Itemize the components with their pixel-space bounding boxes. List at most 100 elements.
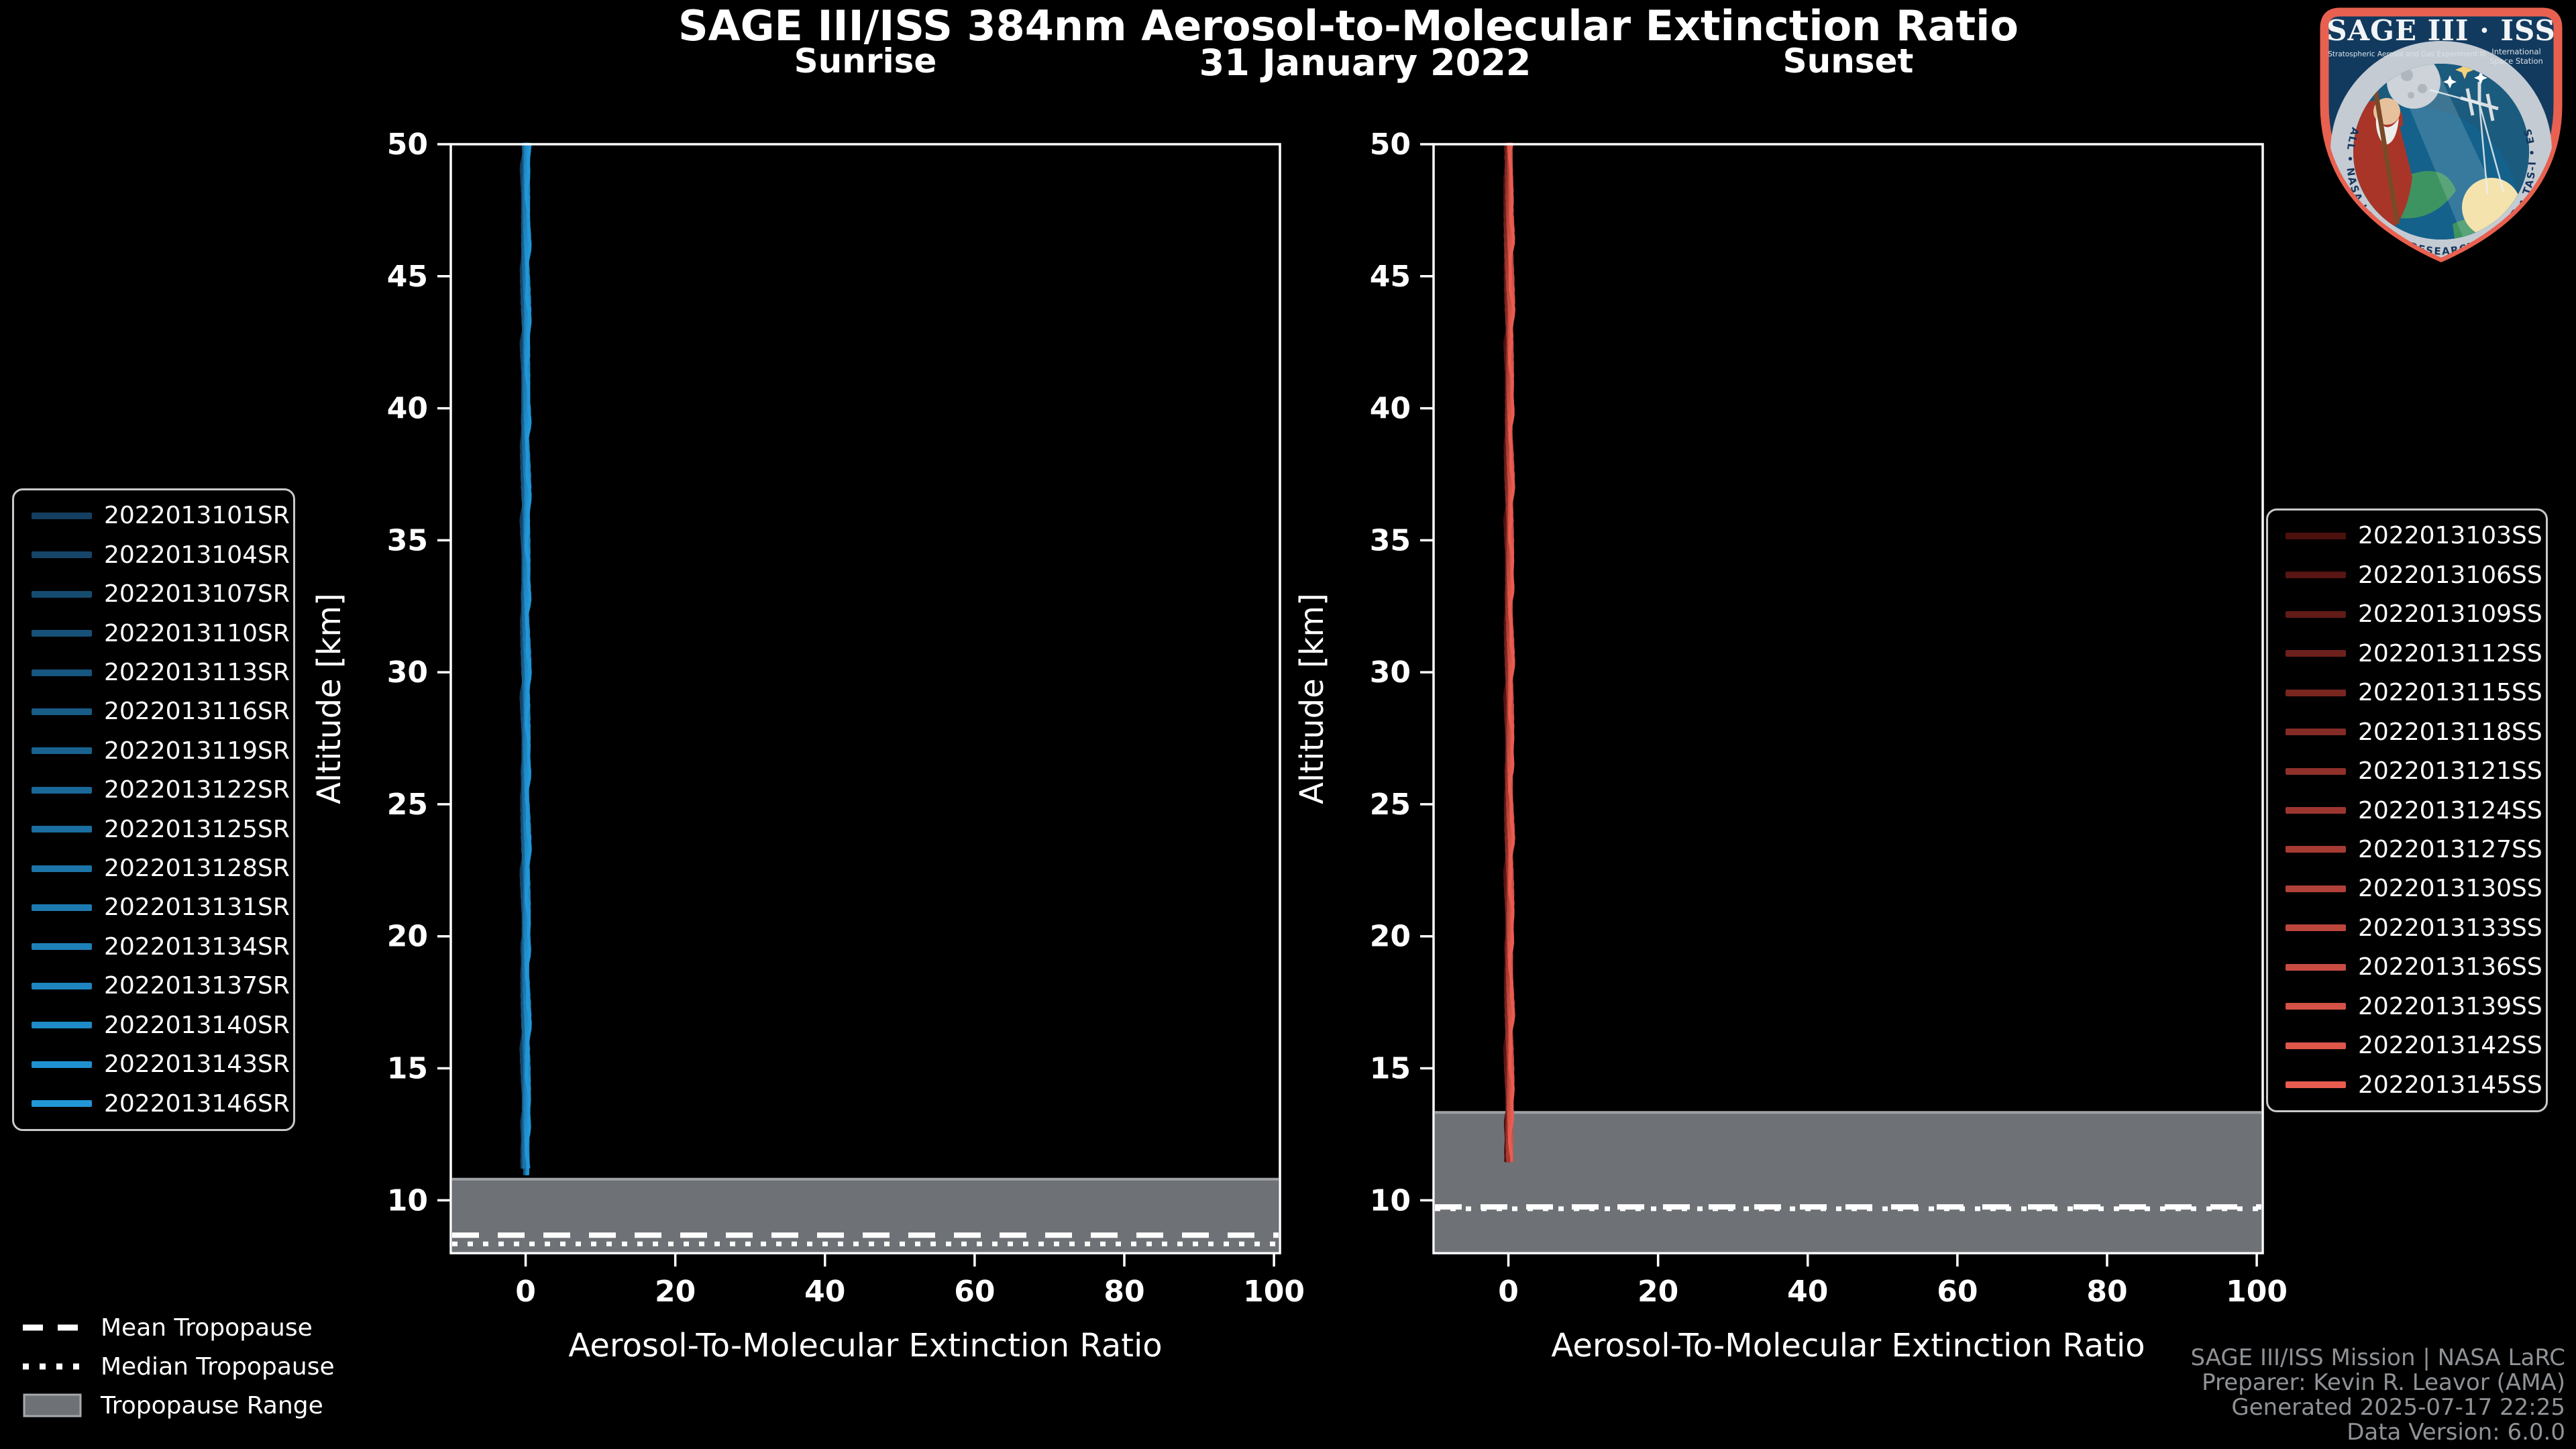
legend-event-id: 2022013133SS [2358,914,2542,942]
y-tick-label: 15 [387,1052,428,1086]
y-tick-label: 40 [1370,392,1411,426]
legend-event-id: 2022013121SS [2358,757,2542,786]
legend-event-id: 2022013112SS [2358,639,2542,667]
x-tick-label: 20 [655,1275,696,1309]
legend-line-swatch [2286,963,2346,971]
legend-event-id: 2022013101SR [104,502,290,530]
legend-item: 2022013134SR [14,933,293,961]
logo-stars [2443,64,2487,89]
x-tick-label: 80 [1104,1275,1144,1309]
legend-line-swatch [2286,1003,2346,1010]
x-tick-label: 100 [1243,1275,1305,1309]
legend-item: 2022013139SS [2268,993,2546,1020]
legend-item: 2022013131SR [14,894,293,921]
x-tick-label: 40 [804,1275,845,1309]
y-tick-label: 30 [387,655,428,690]
legend-line-swatch [2286,767,2346,775]
legend-item: 2022013125SR [14,816,293,843]
dashed-line-icon [23,1324,82,1331]
sage-iss-logo: SAGE III · ISS Stratospheric Aerosol and… [2320,7,2563,263]
legend-line-swatch [32,1100,92,1107]
legend-event-id: 2022013146SR [104,1089,290,1118]
legend-line-swatch [2286,729,2346,736]
legend-line-swatch [32,786,92,794]
y-axis-title: Altitude [km] [1293,593,1331,804]
legend-item: 2022013122SR [14,776,293,804]
legend-line-swatch [2286,689,2346,696]
legend-line-swatch [32,630,92,637]
legend-event-id: 2022013134SR [104,932,290,961]
tropopause-range-band [1435,1112,2261,1252]
logo-beams [2429,89,2505,195]
legend-line-swatch [2286,610,2346,618]
legend-line-swatch [32,982,92,989]
legend-item: 2022013127SS [2268,836,2546,863]
sunset-panel: 0 20 40 60 80 100 10 15 20 25 30 35 40 45 50 Aerosol-To… [1293,42,2288,1364]
legend-event-id: 2022013143SR [104,1051,290,1079]
legend-line-swatch [2286,846,2346,853]
legend-event-id: 2022013128SR [104,855,290,883]
plot-border [449,143,1281,1254]
legend-item: 2022013136SS [2268,953,2546,981]
median-tropopause-legend-item: Median Tropopause [23,1347,335,1386]
x-tick-label: 60 [1937,1275,1978,1309]
legend-item: 2022013124SS [2268,797,2546,824]
legend-item: 2022013116SR [14,698,293,725]
y-axis-title: Altitude [km] [311,593,348,804]
tropopause-range-legend-item: Tropopause Range [23,1386,335,1425]
legend-event-id: 2022013104SR [104,541,290,569]
logo-title: SAGE III · ISS [2326,14,2556,47]
figure-title: SAGE III/ISS 384nm Aerosol-to-Molecular … [678,1,2019,50]
y-tick-label: 20 [387,920,428,954]
legend-item: 2022013133SS [2268,914,2546,942]
legend-line-swatch [32,590,92,598]
y-tick-label: 40 [387,392,428,426]
y-tick-label: 10 [387,1183,428,1218]
legend-line-swatch [32,708,92,715]
legend-item: 2022013112SS [2268,640,2546,667]
legend-line-swatch [2286,532,2346,539]
legend-line-swatch [32,512,92,519]
x-tick-label: 40 [1787,1275,1828,1309]
panel-title: Sunset [1783,42,1914,80]
y-tick-label: 10 [1370,1183,1411,1218]
legend-line-swatch [32,669,92,676]
panel-title: Sunrise [794,42,937,80]
legend-event-id: 2022013140SR [104,1011,290,1039]
legend-line-swatch [2286,807,2346,814]
legend-item: 2022013113SR [14,659,293,686]
legend-line-swatch [2286,650,2346,657]
legend-line-swatch [32,865,92,872]
gray-band-icon [23,1393,82,1417]
legend-item: 2022013145SS [2268,1071,2546,1099]
legend-event-id: 2022013110SR [104,619,290,647]
legend-event-id: 2022013145SS [2358,1071,2542,1099]
legend-event-id: 2022013109SS [2358,600,2542,629]
legend-line-swatch [32,1022,92,1029]
sunset-legend: 2022013103SS 2022013106SS 2022013109SS 2022… [2266,508,2548,1112]
legend-line-swatch [32,943,92,951]
legend-line-swatch [2286,572,2346,579]
legend-item: 2022013119SR [14,737,293,765]
legend-line-swatch [2286,1042,2346,1049]
y-tick-label: 15 [1370,1052,1411,1086]
tropopause-legend: Mean Tropopause Median Tropopause Tropop… [23,1308,335,1425]
plot-border [1432,143,2264,1254]
y-tick-label: 30 [1370,655,1411,690]
legend-item: 2022013106SS [2268,561,2546,589]
x-tick-label: 80 [2086,1275,2127,1309]
legend-item: 2022013121SS [2268,757,2546,785]
legend-item: 2022013101SR [14,502,293,529]
legend-line-swatch [32,747,92,755]
x-axis-title: Aerosol-To-Molecular Extinction Ratio [1551,1327,2145,1364]
moon-crater [2401,69,2413,81]
logo-subtitle-station-1: International [2491,47,2540,56]
legend-item: 2022013103SS [2268,522,2546,549]
legend-item: 2022013146SR [14,1090,293,1118]
footer-credits: SAGE III/ISS Mission | NASA LaRC Prepare… [2190,1346,2565,1445]
legend-item: 2022013109SS [2268,600,2546,628]
y-tick-label: 35 [387,523,428,557]
moon-crater [2408,92,2414,99]
